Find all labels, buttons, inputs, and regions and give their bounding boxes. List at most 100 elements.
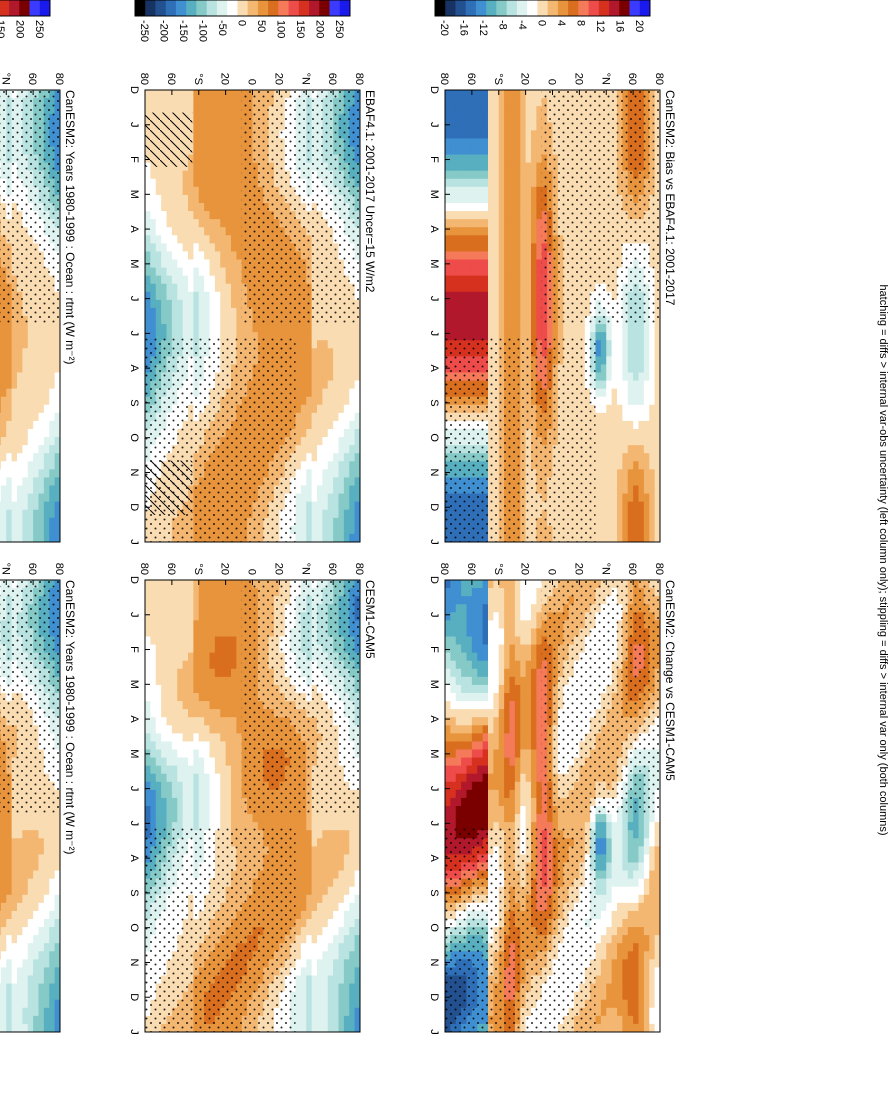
heatmap-cell xyxy=(295,525,301,535)
heatmap-cell xyxy=(332,348,339,357)
heatmap-cell xyxy=(16,453,23,462)
heatmap-cell xyxy=(214,211,221,220)
heatmap-cell xyxy=(476,114,483,123)
heatmap-cell xyxy=(316,533,323,543)
heatmap-cell xyxy=(187,178,194,188)
heatmap-cell xyxy=(300,404,307,414)
heatmap-cell xyxy=(171,219,178,228)
heatmap-cell xyxy=(48,453,55,462)
heatmap-cell xyxy=(311,469,317,478)
heatmap-cell xyxy=(449,138,456,147)
heatmap-cell xyxy=(535,130,542,139)
heatmap-cell xyxy=(203,90,210,99)
heatmap-cell xyxy=(343,525,350,535)
x-tick-label: J xyxy=(128,331,140,337)
heatmap-cell xyxy=(525,138,531,147)
heatmap-cell xyxy=(16,477,23,486)
heatmap-cell xyxy=(54,509,60,519)
heatmap-cell xyxy=(38,324,44,333)
heatmap-cell xyxy=(321,437,328,446)
heatmap-cell xyxy=(487,114,494,123)
heatmap-cell xyxy=(219,283,226,293)
heatmap-cell xyxy=(219,203,226,212)
heatmap-cell xyxy=(11,348,17,357)
heatmap-cell xyxy=(43,404,50,414)
heatmap-cell xyxy=(192,154,199,164)
heatmap-cell xyxy=(225,162,231,172)
heatmap-cell xyxy=(166,203,172,212)
heatmap-cell xyxy=(27,348,34,357)
heatmap-cell xyxy=(343,372,350,381)
heatmap-cell xyxy=(5,348,12,357)
heatmap-cell xyxy=(295,461,301,470)
heatmap-cell xyxy=(305,396,312,406)
heatmap-cell xyxy=(54,525,60,535)
heatmap-cell xyxy=(235,114,242,123)
heatmap-cell xyxy=(338,509,344,519)
heatmap-cell xyxy=(327,364,334,373)
heatmap-cell xyxy=(503,162,510,172)
heatmap-cell xyxy=(203,227,210,236)
heatmap-cell xyxy=(203,130,210,139)
heatmap-cell xyxy=(209,122,215,131)
heatmap-cell xyxy=(332,493,339,503)
heatmap-cell xyxy=(482,154,488,164)
heatmap-cell xyxy=(509,162,515,172)
heatmap-cell xyxy=(182,211,188,220)
heatmap-cell xyxy=(11,332,17,341)
heatmap-cell xyxy=(348,388,355,398)
heatmap-cell xyxy=(219,170,226,180)
heatmap-cell xyxy=(311,332,317,341)
heatmap-cell xyxy=(354,356,360,365)
heatmap-cell xyxy=(166,170,172,180)
heatmap-cell xyxy=(225,178,231,188)
heatmap-cell xyxy=(327,469,334,478)
heatmap-cell xyxy=(149,194,156,204)
heatmap-cell xyxy=(209,316,215,325)
heatmap-cell xyxy=(498,138,505,147)
heatmap-cell xyxy=(155,299,162,309)
heatmap-cell xyxy=(0,332,1,341)
heatmap-cell xyxy=(203,235,210,244)
heatmap-cell xyxy=(54,396,60,406)
heatmap-cell xyxy=(492,114,499,123)
heatmap-cell xyxy=(354,509,360,519)
heatmap-cell xyxy=(519,130,526,139)
heatmap-cell xyxy=(166,307,172,317)
heatmap-cell xyxy=(509,106,515,115)
heatmap-cell xyxy=(48,380,55,390)
heatmap-cell xyxy=(155,90,162,99)
heatmap-cell xyxy=(219,154,226,164)
heatmap-cell xyxy=(0,493,1,503)
heatmap-cell xyxy=(311,485,317,494)
heatmap-cell xyxy=(182,243,188,252)
heatmap-cell xyxy=(0,509,1,519)
heatmap-cell xyxy=(5,517,12,527)
heatmap-cell xyxy=(54,372,60,381)
heatmap-cell xyxy=(338,429,344,438)
heatmap-cell xyxy=(21,356,28,365)
heatmap-cell xyxy=(354,501,360,511)
heatmap-cell xyxy=(471,106,478,115)
heatmap-cell xyxy=(21,493,28,503)
heatmap-cell xyxy=(0,501,7,511)
heatmap-cell xyxy=(203,291,210,301)
heatmap-cell xyxy=(54,517,60,527)
y-tick-label: °N xyxy=(0,73,11,85)
x-tick-label: A xyxy=(128,225,140,233)
heatmap-cell xyxy=(295,485,301,494)
heatmap-cell xyxy=(198,291,205,301)
heatmap-cell xyxy=(327,493,334,503)
heatmap-cell xyxy=(187,106,194,115)
heatmap-cell xyxy=(338,485,344,494)
heatmap-cell xyxy=(21,380,28,390)
heatmap-cell xyxy=(321,453,328,462)
heatmap-cell xyxy=(316,469,323,478)
heatmap-cell xyxy=(11,501,17,511)
heatmap-cell xyxy=(182,299,188,309)
heatmap-cell xyxy=(198,154,205,164)
heatmap-cell xyxy=(348,477,355,486)
heatmap-cell xyxy=(219,186,226,196)
heatmap-cell xyxy=(16,533,23,543)
heatmap-cell xyxy=(305,356,312,365)
